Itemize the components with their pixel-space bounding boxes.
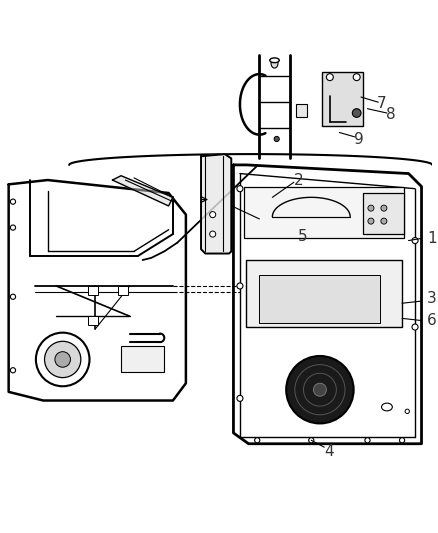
- Circle shape: [412, 238, 418, 244]
- Circle shape: [11, 368, 16, 373]
- Ellipse shape: [271, 59, 278, 68]
- Ellipse shape: [381, 403, 392, 411]
- Circle shape: [314, 383, 326, 396]
- Ellipse shape: [270, 58, 279, 63]
- Text: 3: 3: [427, 292, 437, 306]
- Circle shape: [368, 205, 374, 211]
- Text: 7: 7: [377, 95, 386, 110]
- Circle shape: [309, 438, 314, 443]
- Text: 9: 9: [354, 132, 364, 147]
- Circle shape: [353, 74, 360, 80]
- Bar: [247, 59, 428, 180]
- Text: 1: 1: [427, 231, 437, 246]
- Circle shape: [381, 205, 387, 211]
- Circle shape: [286, 356, 353, 423]
- Circle shape: [210, 212, 216, 217]
- Circle shape: [237, 185, 243, 192]
- Circle shape: [326, 74, 333, 80]
- Bar: [363, 193, 404, 234]
- Circle shape: [412, 324, 418, 330]
- Bar: [244, 187, 404, 238]
- Circle shape: [11, 294, 16, 300]
- Circle shape: [55, 352, 71, 367]
- Text: 6: 6: [427, 313, 437, 328]
- Circle shape: [11, 225, 16, 230]
- Text: 4: 4: [324, 444, 333, 459]
- Circle shape: [237, 395, 243, 401]
- Circle shape: [381, 218, 387, 224]
- Polygon shape: [113, 176, 173, 206]
- Bar: [296, 104, 307, 117]
- Text: 2: 2: [293, 173, 303, 188]
- Circle shape: [365, 438, 370, 443]
- Circle shape: [237, 283, 243, 289]
- Bar: [322, 72, 363, 126]
- Circle shape: [254, 438, 260, 443]
- Circle shape: [45, 341, 81, 377]
- Text: 8: 8: [386, 107, 396, 122]
- Bar: [88, 316, 98, 325]
- Bar: [118, 286, 128, 295]
- Text: 5: 5: [298, 229, 307, 244]
- Circle shape: [274, 136, 279, 142]
- Circle shape: [399, 438, 405, 443]
- Circle shape: [210, 231, 216, 237]
- Bar: [259, 275, 381, 322]
- Bar: [121, 346, 164, 373]
- Circle shape: [11, 199, 16, 204]
- Polygon shape: [201, 154, 231, 254]
- Circle shape: [368, 218, 374, 224]
- Bar: [88, 286, 98, 295]
- Circle shape: [36, 333, 89, 386]
- Bar: [247, 260, 402, 327]
- Circle shape: [405, 409, 410, 414]
- Circle shape: [352, 109, 361, 117]
